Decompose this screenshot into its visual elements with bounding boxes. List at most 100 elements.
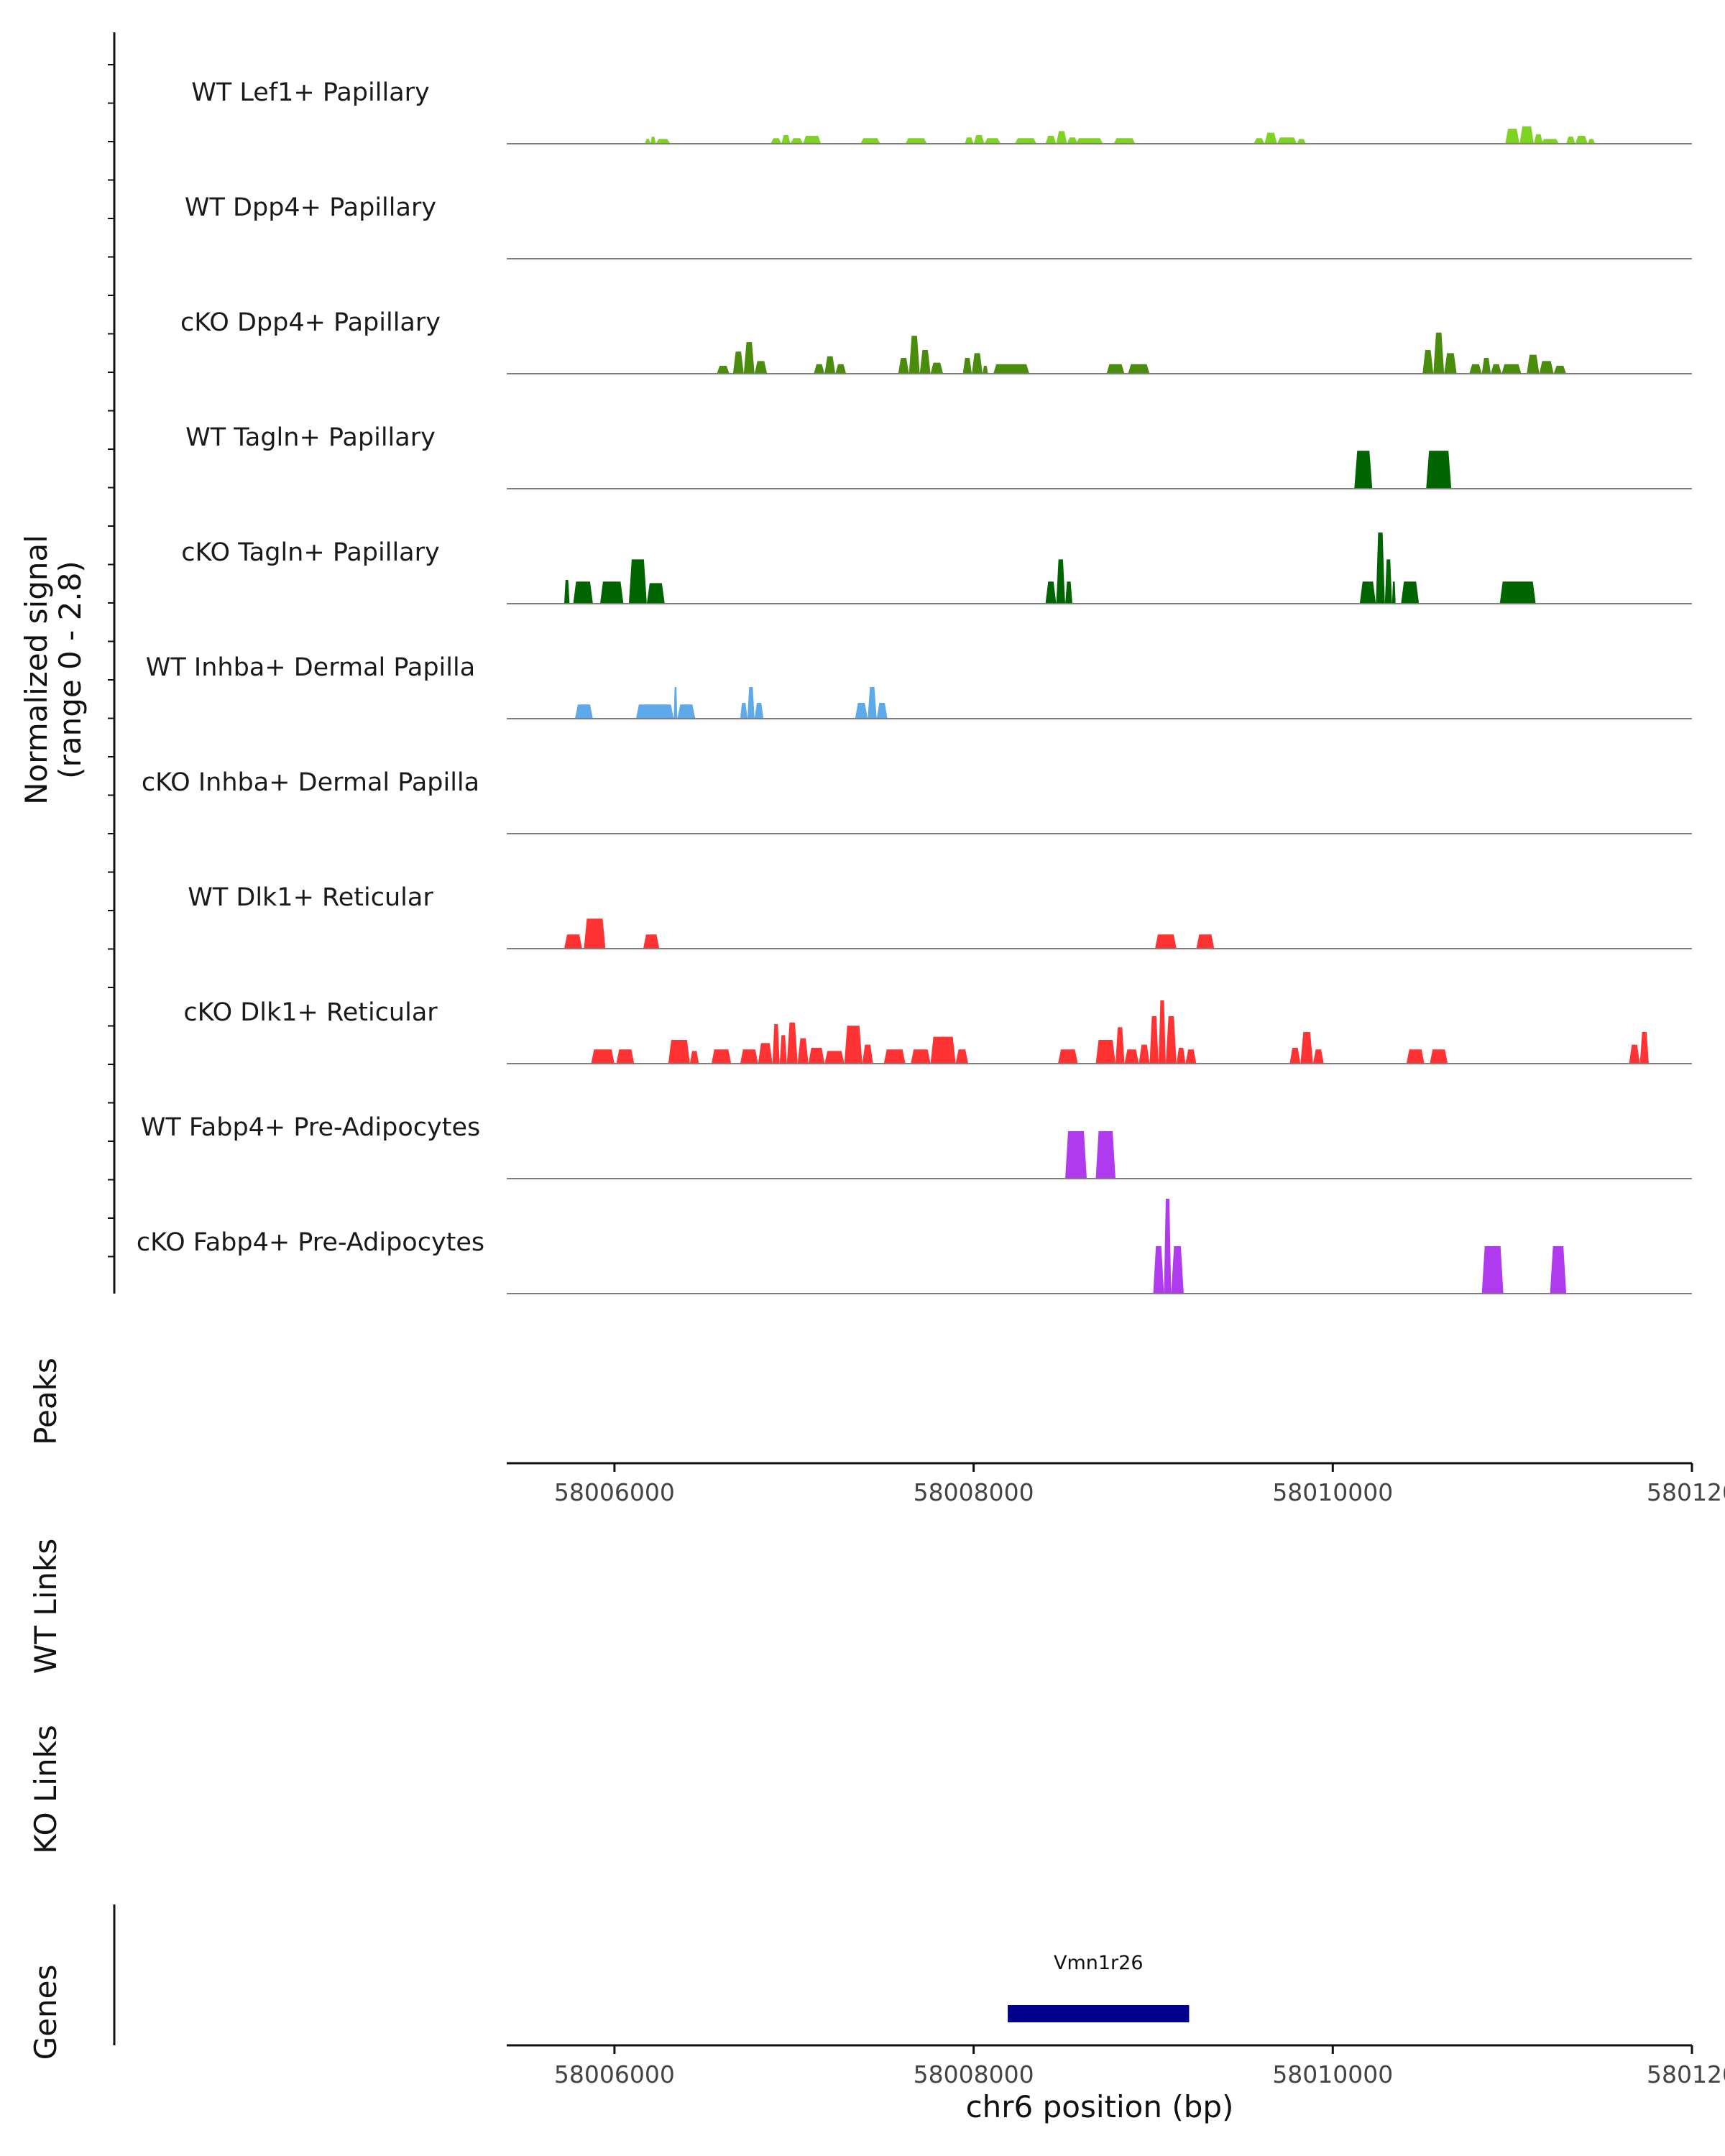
signal-peak xyxy=(754,703,764,719)
signal-peak xyxy=(1158,1000,1166,1064)
signal-peak xyxy=(1401,581,1420,604)
signal-peak xyxy=(993,364,1030,374)
signal-peak xyxy=(1165,1016,1177,1064)
signal-peak xyxy=(732,351,744,374)
track-wt-inhba-dermal-papilla: WT Inhba+ Dermal Papilla xyxy=(146,653,1692,719)
track-label: cKO Inhba+ Dermal Papilla xyxy=(142,768,479,797)
signal-peak xyxy=(747,687,755,719)
signal-peak xyxy=(908,336,920,374)
signal-peak xyxy=(1289,1048,1301,1064)
track-label: WT Lef1+ Papillary xyxy=(191,78,430,107)
signal-peak xyxy=(1406,1049,1425,1064)
signal-peak xyxy=(860,138,880,144)
signal-peak xyxy=(1550,1246,1567,1294)
signal-peak xyxy=(930,362,944,374)
signal-peak xyxy=(876,703,888,719)
signal-peak xyxy=(1276,137,1297,144)
signal-peak xyxy=(1065,581,1073,604)
signal-peak xyxy=(717,366,730,374)
signal-peak xyxy=(1124,1049,1139,1064)
signal-peak xyxy=(962,358,972,374)
signal-peak xyxy=(1153,1246,1164,1294)
x-tick-label: 58008000 xyxy=(914,2060,1034,2088)
position-axis-bottom: 58006000 58008000 58010000 580120 xyxy=(507,2044,1725,2088)
signal-peak xyxy=(1076,138,1103,144)
track-label: WT Dpp4+ Papillary xyxy=(185,193,436,222)
signal-peak xyxy=(1115,1027,1125,1064)
signal-peak xyxy=(1499,581,1536,604)
signal-peak xyxy=(1264,132,1277,144)
signal-peak xyxy=(883,1049,906,1064)
signal-peak xyxy=(824,356,836,374)
track-label: WT Inhba+ Dermal Papilla xyxy=(146,653,475,682)
coverage-tracks: WT Lef1+ Papillary WT Dpp4+ Papillary cKO … xyxy=(137,78,1692,1294)
signal-peak xyxy=(740,1049,758,1064)
signal-peak xyxy=(786,1022,798,1064)
signal-peak xyxy=(1426,451,1452,489)
signal-peak xyxy=(1553,366,1567,374)
signal-peak xyxy=(1519,126,1535,144)
signal-peak xyxy=(1154,934,1177,949)
signal-peak xyxy=(573,581,593,604)
signal-peak xyxy=(740,703,748,719)
x-tick-label: 580120 xyxy=(1647,2060,1725,2088)
signal-peak xyxy=(1392,581,1396,604)
signal-peak xyxy=(965,137,974,144)
signal-peak xyxy=(781,134,791,144)
signal-peak xyxy=(1045,136,1057,144)
signal-peak xyxy=(1056,131,1067,144)
x-tick-label: 58006000 xyxy=(554,2060,675,2088)
x-tick-label: 58006000 xyxy=(554,1478,675,1506)
gene-body xyxy=(1008,2005,1190,2022)
signal-peak xyxy=(754,361,768,374)
genes-track-label: Genes xyxy=(28,1965,63,2060)
track-label: cKO Fabp4+ Pre-Adipocytes xyxy=(137,1228,484,1257)
signal-peak xyxy=(1015,138,1037,144)
signal-peak xyxy=(844,1026,862,1064)
signal-peak xyxy=(1095,1131,1116,1179)
ko-links-track-label: KO Links xyxy=(28,1725,63,1854)
peaks-track-label: Peaks xyxy=(28,1358,63,1445)
signal-peak xyxy=(1067,137,1078,144)
signal-peak xyxy=(656,139,671,144)
signal-peak xyxy=(1058,1049,1078,1064)
signal-peak xyxy=(1481,1246,1504,1294)
signal-peak xyxy=(1113,138,1136,144)
signal-peak xyxy=(645,139,650,144)
position-axis-top: 58006000 58008000 58010000 580120 xyxy=(507,1462,1725,1506)
signal-peak xyxy=(1527,354,1540,374)
signal-peak xyxy=(1065,1131,1087,1179)
signal-peak xyxy=(803,136,822,144)
signal-peak xyxy=(1359,581,1376,604)
signal-peak xyxy=(1639,1032,1650,1064)
signal-peak xyxy=(1376,533,1385,604)
signal-peak xyxy=(677,704,696,719)
track-cko-tagln-papillary: cKO Tagln+ Papillary xyxy=(181,533,1692,604)
signal-peak xyxy=(743,342,755,374)
signal-peak xyxy=(1297,139,1306,144)
y-axis-range-label: (range 0 - 2.8) xyxy=(52,561,88,779)
track-label: WT Dlk1+ Reticular xyxy=(188,883,433,912)
x-tick-label: 58008000 xyxy=(914,1478,1034,1506)
signal-peak xyxy=(790,138,804,144)
track-label: cKO Dpp4+ Papillary xyxy=(180,308,441,337)
signal-peak xyxy=(862,1044,873,1064)
signal-peak xyxy=(955,1049,969,1064)
signal-peak xyxy=(779,1035,787,1064)
signal-peak xyxy=(930,1036,956,1064)
signal-peak xyxy=(983,366,988,374)
signal-peak xyxy=(628,559,647,604)
signal-peak xyxy=(1185,1049,1197,1064)
signal-peak xyxy=(1566,137,1576,144)
signal-peak xyxy=(1588,139,1596,144)
wt-links-track-label: WT Links xyxy=(28,1539,63,1674)
signal-peak xyxy=(711,1049,732,1064)
x-axis-title: chr6 position (bp) xyxy=(966,2089,1234,2124)
signal-peak xyxy=(643,934,660,949)
track-wt-fabp4-pre-adipocytes: WT Fabp4+ Pre-Adipocytes xyxy=(141,1113,1692,1179)
signal-peak xyxy=(1106,364,1125,374)
signal-peak xyxy=(1149,1016,1159,1064)
signal-peak xyxy=(1433,332,1445,374)
signal-peak xyxy=(650,137,656,144)
signal-peak xyxy=(668,1040,690,1064)
